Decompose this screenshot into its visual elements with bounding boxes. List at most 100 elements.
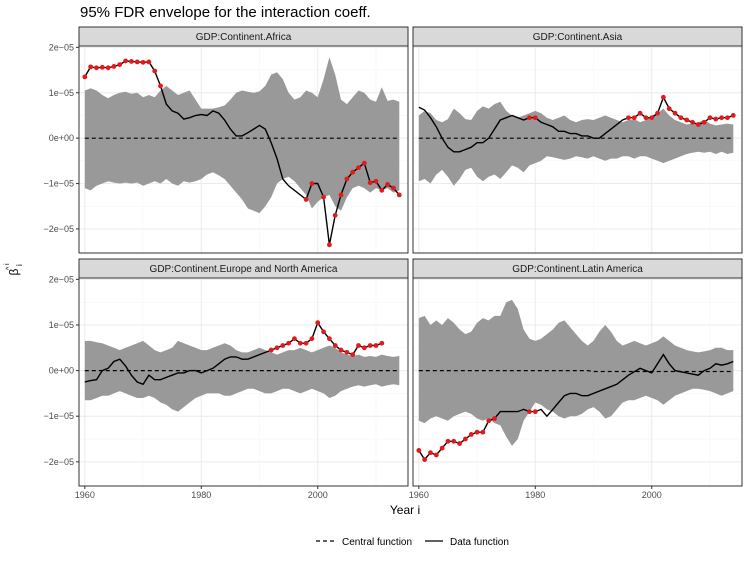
panel-strip-label: GDP:Continent.Africa [196,32,292,43]
highlight-point [373,343,379,348]
x-tick-label: 1960 [75,490,95,500]
highlight-point [326,242,332,248]
y-tick-label: −2e−05 [43,457,74,467]
x-axes: 1960 1980 2000 1960 1980 2000 [75,486,662,500]
highlight-point [660,94,666,100]
highlight-point [338,192,344,198]
y-tick-label: 1e−05 [49,320,74,330]
highlight-point [129,59,134,64]
highlight-point [134,59,140,65]
highlight-point [297,340,303,346]
highlight-point [439,445,445,451]
x-tick-label: 2000 [642,490,662,500]
highlight-point [94,65,99,71]
highlight-point [532,115,538,121]
highlight-point [367,180,373,186]
highlight-point [344,349,350,355]
highlight-point [713,116,719,122]
panel-strip-label: GDP:Continent.Asia [533,32,623,43]
highlight-point [678,115,684,121]
y-axes: −2e−05 −1e−05 0e+00 1e−05 2e−05 −2e−05 −1e−05 0… [43,42,79,467]
highlight-point [274,345,280,351]
legend-data-label: Data function [450,537,509,548]
y-axis-title-sub: i [15,264,24,266]
highlight-point [643,115,649,121]
highlight-point [111,64,117,69]
y-tick-label: 0e+00 [49,133,74,143]
highlight-point [379,187,385,193]
x-tick-label: 1980 [525,490,545,500]
panel-3: GDP:Continent.Europe and North America [78,258,409,487]
highlight-point [666,106,672,112]
highlight-point [332,212,338,218]
highlight-point [690,119,695,125]
y-tick-label: 0e+00 [49,366,74,376]
highlight-point [433,452,439,458]
data-function-line [84,321,383,386]
highlight-point [655,110,660,116]
highlight-point [391,185,396,191]
legend: Central function Data function [316,537,509,548]
highlight-point [152,68,158,74]
highlight-point [626,115,631,121]
highlight-point [379,340,385,346]
highlight-point [527,115,532,121]
panel-4: GDP:Continent.Latin America [412,258,743,487]
panel-border [78,277,409,487]
envelope-band [418,299,734,446]
highlight-point [356,343,361,348]
highlight-point [309,336,315,342]
highlight-point [280,343,286,348]
highlight-point [486,418,492,424]
y-tick-label: −2e−05 [43,224,74,234]
y-tick-label: −1e−05 [43,411,74,421]
y-tick-label: 2e−05 [49,274,74,284]
chart-title: 95% FDR envelope for the interaction coe… [80,4,371,21]
panel-border [412,277,743,487]
y-tick-label: 2e−05 [49,42,74,52]
envelope-band [418,101,734,186]
panel-2: GDP:Continent.Asia [412,26,743,254]
highlight-point [474,429,480,435]
highlight-point [367,343,373,348]
highlight-point [309,181,315,186]
highlight-point [416,448,422,453]
x-tick-label: 1980 [191,490,211,500]
y-axis-title-symbol: β [7,268,21,275]
highlight-point [105,65,111,71]
y-axis-title-superscript: i [4,263,11,265]
panel-border [412,45,743,254]
highlight-point [321,194,326,200]
y-axis-title-hat: ^ [6,266,13,270]
highlight-point [396,192,402,198]
highlight-point [361,345,367,351]
y-tick-label: 1e−05 [49,88,74,98]
highlight-point [268,347,274,353]
highlight-point [707,115,713,121]
panels-area: GDP:Continent.Africa GDP:Continent.Asia GD… [78,26,743,487]
highlight-point [373,178,379,184]
highlight-point [701,119,707,125]
highlight-point [123,58,128,64]
highlight-point [428,450,433,456]
x-tick-label: 1960 [409,490,429,500]
highlight-point [451,438,457,444]
highlight-point [684,117,690,123]
highlight-point [422,457,428,462]
panel-strip-label: GDP:Continent.Latin America [512,264,643,275]
highlight-point [637,110,643,116]
y-tick-label: −1e−05 [43,179,74,189]
highlight-point [332,343,338,348]
panel-strip-label: GDP:Continent.Europe and North America [150,264,338,275]
highlight-point [158,83,163,89]
highlight-point [303,197,309,202]
highlight-point [725,115,730,121]
highlight-point [468,432,474,437]
highlight-point [527,409,532,415]
highlight-point [292,336,297,342]
x-axis-title: Year i [390,503,420,517]
highlight-point [730,113,736,118]
highlight-point [672,110,678,116]
legend-central-label: Central function [342,537,412,548]
